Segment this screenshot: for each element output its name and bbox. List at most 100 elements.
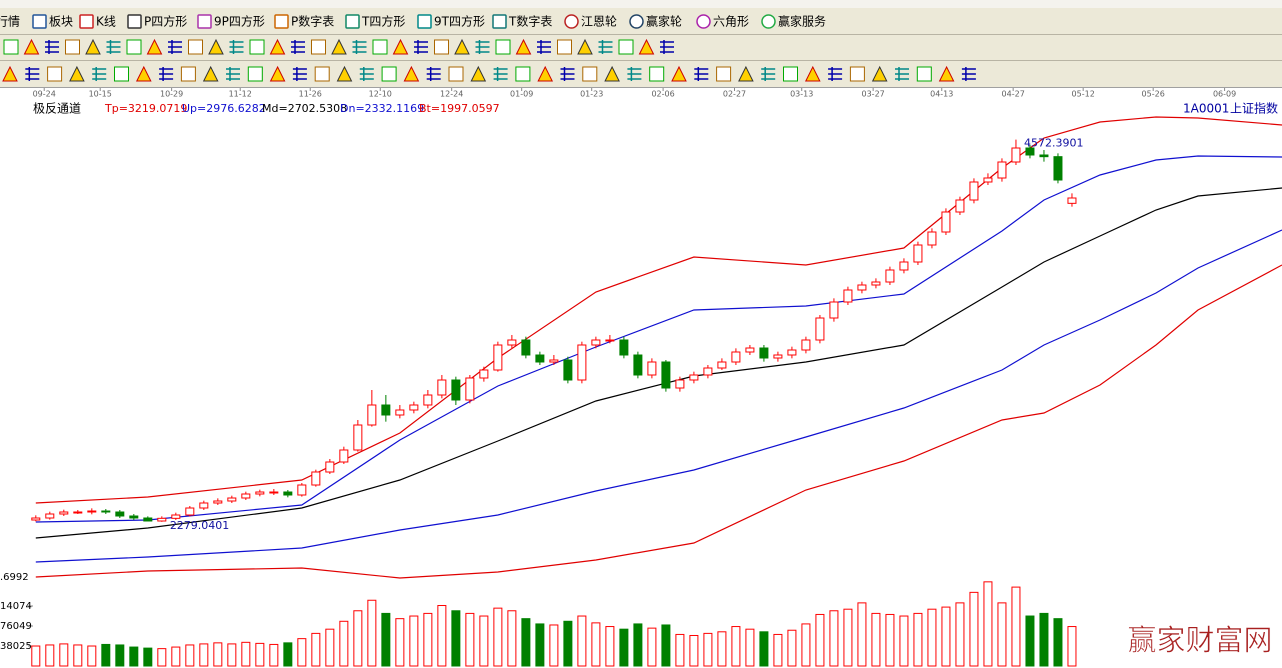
toolbar-icon[interactable] <box>202 65 219 82</box>
toolbar-icon[interactable] <box>618 39 634 55</box>
volume-bar <box>871 612 881 667</box>
volume-bar <box>1039 612 1049 667</box>
volume-bar <box>969 591 979 667</box>
toolbar-icon[interactable] <box>352 40 367 54</box>
toolbar-icon[interactable] <box>126 39 142 55</box>
toolbar-button[interactable]: 行情 <box>0 15 20 29</box>
toolbar-button[interactable]: 板块 <box>49 15 73 29</box>
toolbar-icon[interactable] <box>311 39 326 55</box>
toolbar-icon[interactable] <box>180 66 196 82</box>
toolbar-icon[interactable] <box>291 40 305 54</box>
toolbar-button[interactable]: 江恩轮 <box>581 15 617 29</box>
toolbar-icon[interactable] <box>515 38 532 55</box>
toolbar-icon[interactable] <box>828 67 843 81</box>
volume-bar <box>899 615 909 667</box>
toolbar-icon[interactable] <box>694 67 709 81</box>
toolbar-button[interactable]: T四方形 <box>361 14 405 29</box>
icon-shape <box>47 66 63 82</box>
toolbar-icon[interactable] <box>804 65 821 82</box>
toolbar-icon[interactable] <box>135 65 152 82</box>
toolbar-button[interactable]: 赢家服务 <box>778 14 826 29</box>
toolbar-button[interactable]: K线 <box>96 15 116 29</box>
toolbar-icon[interactable] <box>495 39 511 55</box>
toolbar-icon[interactable] <box>372 39 388 55</box>
toolbar-icon[interactable] <box>557 39 572 55</box>
toolbar-icon[interactable] <box>159 67 174 81</box>
icon-shape <box>515 66 531 82</box>
toolbar-icon[interactable] <box>47 66 63 82</box>
toolbar-icon[interactable] <box>493 67 508 81</box>
toolbar-icon[interactable] <box>292 67 307 81</box>
toolbar-icon[interactable] <box>403 65 420 82</box>
toolbar-icon[interactable] <box>560 67 575 81</box>
toolbar-icon[interactable] <box>229 40 244 54</box>
toolbar-button[interactable]: P四方形 <box>144 14 187 29</box>
toolbar-button[interactable]: T数字表 <box>508 14 552 29</box>
toolbar-icon[interactable] <box>649 66 665 82</box>
toolbar-icon[interactable] <box>895 67 909 81</box>
toolbar-icon[interactable] <box>598 40 613 54</box>
icon-shape <box>515 38 532 55</box>
toolbar-icon[interactable] <box>65 39 80 55</box>
toolbar-icon[interactable] <box>92 67 107 81</box>
toolbar-icon[interactable] <box>3 39 19 55</box>
toolbar-icon[interactable] <box>114 66 129 82</box>
toolbar-button[interactable]: 9P四方形 <box>214 14 265 29</box>
toolbar-icon[interactable] <box>470 65 487 82</box>
toolbar-button[interactable]: 赢家轮 <box>646 14 682 29</box>
toolbar-icon[interactable] <box>314 66 330 82</box>
toolbar-icon[interactable] <box>671 65 687 82</box>
toolbar-icon[interactable] <box>454 38 470 55</box>
toolbar-icon[interactable] <box>916 66 932 82</box>
toolbar-icon[interactable] <box>783 66 798 82</box>
toolbar-icon[interactable] <box>247 66 263 82</box>
toolbar-icon[interactable] <box>537 40 551 54</box>
toolbar-icon[interactable] <box>146 38 163 55</box>
toolbar-icon[interactable] <box>45 40 59 54</box>
toolbar-icon[interactable] <box>269 38 286 55</box>
toolbar-icon[interactable] <box>738 65 754 82</box>
toolbar-icon[interactable] <box>849 66 865 82</box>
toolbar-icon[interactable] <box>381 66 397 82</box>
toolbar-icon[interactable] <box>25 67 40 81</box>
toolbar-icon[interactable] <box>448 66 464 82</box>
toolbar-icon[interactable] <box>434 39 449 55</box>
toolbar-icon[interactable] <box>604 65 620 82</box>
toolbar-icon[interactable] <box>226 67 240 81</box>
toolbar-icon[interactable] <box>85 38 101 55</box>
toolbar-icon[interactable] <box>168 40 182 54</box>
toolbar-icon[interactable] <box>577 38 593 55</box>
toolbar-icon[interactable] <box>638 38 655 55</box>
toolbar-icon[interactable] <box>627 67 642 81</box>
toolbar-icon[interactable] <box>475 40 490 54</box>
toolbar-icon[interactable] <box>392 38 409 55</box>
toolbar-icon[interactable] <box>426 67 441 81</box>
toolbar-icon[interactable] <box>106 40 121 54</box>
watermark: 赢家财富网 <box>1127 623 1272 657</box>
toolbar-icon[interactable] <box>537 65 554 82</box>
toolbar-icon[interactable] <box>961 67 976 81</box>
toolbar-button[interactable]: 六角形 <box>713 15 749 29</box>
toolbar-button[interactable]: 9T四方形 <box>434 14 485 29</box>
toolbar-icon[interactable] <box>69 65 85 82</box>
toolbar-icon[interactable] <box>23 38 40 55</box>
toolbar-icon[interactable] <box>249 39 265 55</box>
toolbar-button[interactable]: P数字表 <box>291 14 334 29</box>
toolbar-icon[interactable] <box>188 39 203 55</box>
toolbar-icon[interactable] <box>938 65 955 82</box>
toolbar-icon[interactable] <box>660 40 674 54</box>
toolbar-icon[interactable] <box>336 65 353 82</box>
toolbar-icon[interactable] <box>582 66 598 82</box>
toolbar-icon[interactable] <box>761 67 776 81</box>
toolbar-icon[interactable] <box>716 66 732 82</box>
volume-bar <box>605 626 615 667</box>
volume-bar <box>1025 615 1035 667</box>
toolbar-icon[interactable] <box>208 38 224 55</box>
toolbar-icon[interactable] <box>414 40 428 54</box>
toolbar-icon[interactable] <box>871 65 888 82</box>
toolbar-icon[interactable] <box>515 66 531 82</box>
toolbar-icon[interactable] <box>359 67 374 81</box>
toolbar-icon[interactable] <box>2 65 18 82</box>
toolbar-icon[interactable] <box>331 38 347 55</box>
toolbar-icon[interactable] <box>269 65 286 82</box>
